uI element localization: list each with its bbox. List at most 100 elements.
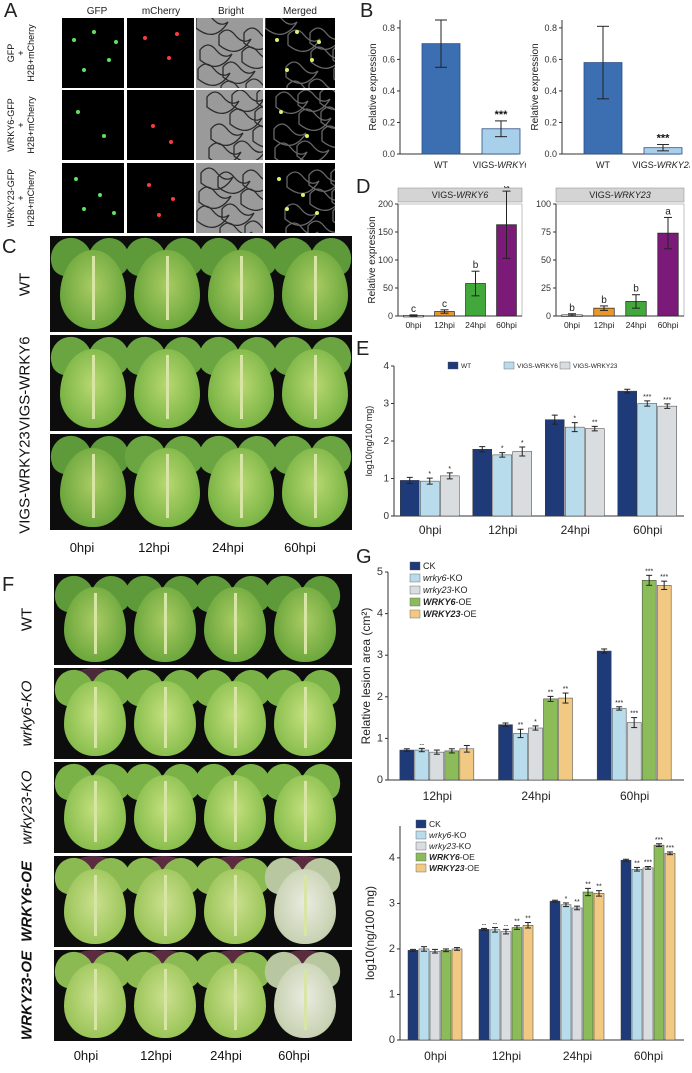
chart-d1-ytick-label: 50 [383,283,393,293]
chart-d1-ytick-label: 0 [388,311,393,321]
chart-g2-legend-label-4: WRKY23-OE [429,863,480,873]
panel-c-plants: WT VIGS-WRKY6 VIGS-WRKY23 0hpi 12hpi 24hpi… [0,236,352,566]
gfp-nucleus [301,193,305,197]
legend-gene: wrky6 [429,830,451,840]
cell-outline [206,91,240,115]
chart-d2-title: VIGS-WRKY23 [589,190,651,200]
micro-row-head-1-line1: WRKY6-GFP [6,98,16,152]
cell-outline [240,188,263,212]
chart-e-cat-1: 12hpi [488,523,517,537]
micro-cell-r1-c1 [127,90,194,160]
chart-g1-bar-1-1 [513,733,528,781]
panel-label-d: D [356,176,371,198]
chart-g1: 0 1 2 3 4 5 Relative lesion area (cm²) -- 12hpi *… [360,561,684,803]
chart-e-sig-2-1: * [573,416,576,423]
chart-b2-ytick-label: 0.2 [544,117,557,127]
chart-g1-legend-swatch-2 [409,585,421,595]
chart-g2-bar-1-3 [511,927,523,1041]
chart-g2-ytick-label: 3 [389,897,395,909]
chart-b2-cat-1: VIGS-WRKY23 [632,160,690,170]
chart-g1-legend-swatch-0 [409,561,421,571]
gfp-nucleus [275,38,279,42]
chart-e-legend-label-2: VIGS-WRKY23 [573,363,618,370]
chart-b1-bar-1 [481,128,521,155]
chart-g1-ylabel: Relative lesion area (cm²) [360,608,373,745]
micro-cell-r1-c3 [265,90,335,160]
c-rows-row-2 [50,434,352,530]
chart-g1-bar-0-0 [399,749,415,781]
panel-label-a: A [4,0,18,22]
c-time-3: 60hpi [284,540,316,555]
legend-gene: WRKY23 [429,863,465,873]
chart-g2-sig-3-4: *** [666,845,674,852]
chart-g1-sig-0-1: -- [419,741,424,748]
chart-g2-sig-3-1: ** [634,860,640,867]
leaf-midrib [304,686,307,748]
chart-e-bar-0-2 [440,475,460,517]
gfp-nucleus [279,110,283,114]
legend-suffix: -KO [452,585,468,595]
cell-outline [210,123,244,147]
chart-e-bar-0-0 [400,480,420,517]
chart-g2-sig-3-3: *** [655,837,663,844]
legend-gene: wrky23 [423,585,452,595]
micro-cell-r0-c0 [62,18,124,88]
chart-g1-bar-0-2 [429,751,445,781]
chart-d1-ytick-label: 200 [378,199,393,209]
cell-outline [231,90,263,113]
gfp-nucleus [317,40,321,44]
leaf-midrib [234,874,237,936]
chart-e-legend-swatch-1 [503,361,515,370]
cell-outline [199,44,233,68]
cell-outline [243,27,263,51]
chart-g1-bar-1-4 [558,697,573,781]
chart-g1-sig-1-1: ** [518,722,524,729]
gfp-nucleus [285,207,289,211]
micro-cell-r0-c2 [196,18,263,88]
f-rows-row-0 [54,574,352,665]
chart-g1-bar-1-2 [528,727,543,781]
chart-g1-bar-2-3 [641,580,657,781]
cell-outline [286,80,306,88]
chart-g2-bar-2-0 [549,900,561,1041]
legend-suffix: -KO [451,830,467,840]
chart-d1-ytick-label: 100 [378,255,393,265]
leaf-midrib [240,354,243,420]
micro-row-head-1-line2: + [16,122,26,128]
mcherry-nucleus [171,197,175,201]
micro-cell-r1-c0 [62,90,124,160]
chart-e-sig-3-1: *** [643,394,651,401]
cell-outline [285,61,319,85]
chart-b2-ytick-label: 0.0 [544,149,557,159]
chart-b2-sig-1: *** [657,133,671,145]
leaf-midrib [92,255,95,321]
cell-outline [233,140,263,160]
chart-g1-legend-swatch-3 [409,597,421,607]
leaf-midrib [314,453,317,519]
cell-outline [274,142,308,160]
micro-cell-r0-c1 [127,18,194,88]
panel-label-c: C [2,236,17,258]
chart-d1-cat-1: 12hpi [434,320,455,330]
chart-g1-legend-label-0: CK [423,561,436,571]
gfp-nucleus [76,110,80,114]
leaf-midrib [92,453,95,519]
label-gene: WRKY23 [657,160,690,170]
chart-g1-bar-2-1 [611,708,627,781]
micro-row-head-0-line3: H2B+mCherry [26,24,36,82]
cell-outline [275,91,309,115]
chart-d2-letter-3: a [665,206,671,217]
chart-b1-sig-1: *** [495,109,509,121]
chart-g2-bar-0-1 [418,948,430,1041]
chart-g2-bar-3-3 [653,844,665,1041]
chart-g1-sig-1-4: ** [563,686,569,693]
chart-g1-bar-0-3 [444,750,460,781]
gfp-nucleus [74,177,78,181]
cell-outline [196,18,229,36]
cell-outline [241,46,263,70]
chart-b1-ytick-label: 0.4 [382,86,395,96]
chart-b2-ylabel: Relative expression [530,43,541,130]
